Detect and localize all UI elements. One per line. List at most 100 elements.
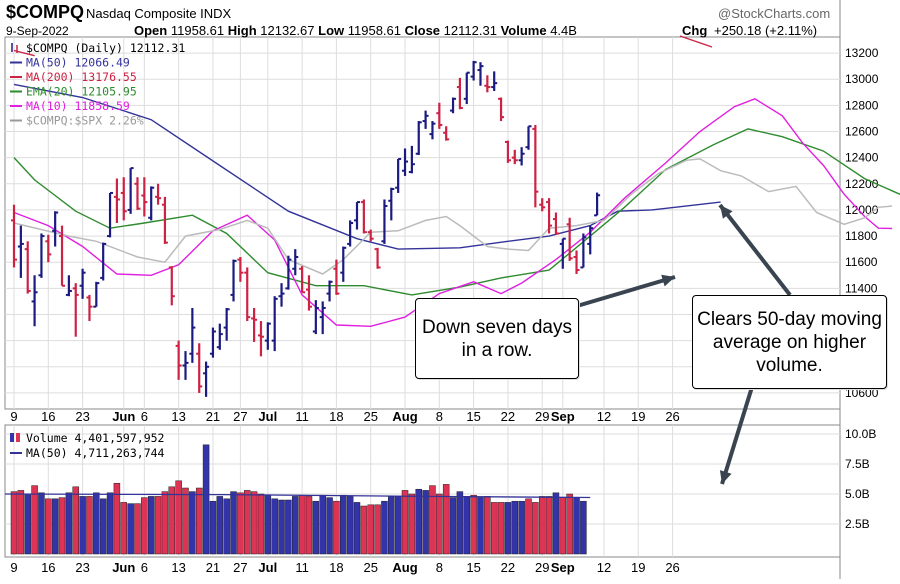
ohlc-bar (278, 283, 285, 307)
volume-bar (154, 496, 162, 555)
volume-bar (326, 497, 333, 555)
volume-tick-label: 5.0B (845, 487, 870, 501)
ohlc-bar (319, 301, 326, 335)
volume-bar (552, 492, 560, 555)
ohlc-bar (24, 241, 31, 294)
volume-x-label: 27 (233, 560, 247, 575)
ohlc-bar (100, 242, 107, 281)
low-value: 11958.61 (347, 23, 402, 38)
volume-bar (38, 492, 45, 555)
volume-bar (463, 496, 471, 555)
series-line-ema20 (13, 128, 900, 296)
volume-bar (511, 500, 519, 555)
volume-bar (559, 497, 567, 555)
ohlc-bar (333, 259, 340, 295)
ohlc-bar (285, 255, 292, 290)
ohlc-bar (257, 321, 264, 357)
ohlc-bar (292, 249, 299, 276)
price-x-label: Jul (258, 409, 277, 424)
ohlc-bar (354, 201, 360, 230)
volume-bar (216, 496, 224, 555)
ohlc-bar (148, 186, 155, 221)
open-value: 11958.61 (170, 23, 225, 38)
ohlc-bar (360, 199, 367, 234)
legend-entry: MA(50) 12066.49 (26, 56, 130, 70)
volume-bar (319, 494, 326, 555)
price-x-label: 15 (466, 409, 480, 424)
volume-bar (223, 498, 230, 555)
price-tick-label: 10600 (845, 386, 879, 400)
price-x-label: 9 (10, 409, 17, 424)
ohlc-bar (59, 225, 66, 287)
legend-entry: $COMPQ:$SPX 2.26% (26, 114, 144, 128)
price-x-label: 23 (75, 409, 89, 424)
stockcharts-watermark: @StockCharts.com (718, 6, 831, 21)
ohlc-bar (491, 71, 498, 91)
volume-bar (175, 480, 182, 555)
ohlc-bar (189, 307, 196, 363)
ohlc-bar (367, 229, 374, 242)
arrow-to-ma50-cross (718, 203, 792, 297)
volume-bar (209, 500, 217, 555)
price-tick-label: 12800 (845, 98, 879, 112)
ohlc-bar (182, 351, 189, 380)
ohlc-bar (299, 266, 306, 294)
ohlc-bar (402, 148, 409, 176)
volume-bar (141, 497, 148, 555)
volume-x-label: 29 (535, 560, 549, 575)
volume-bar (497, 502, 505, 555)
ohlc-bar (237, 256, 244, 282)
volume-value: 4.4B (550, 23, 577, 38)
volume-bar (381, 500, 388, 555)
volume-bar (470, 494, 477, 555)
volume-bar (161, 491, 169, 555)
ohlc-bar (216, 323, 223, 350)
legend-entry: MA(10) 11858.59 (26, 99, 130, 113)
chg-value: +250.18 (+2.11%) (714, 23, 818, 38)
ohlc-bar (134, 177, 141, 210)
volume-bar (442, 484, 450, 555)
volume-bar (429, 485, 436, 555)
ohlc-bar (107, 191, 114, 238)
arrow-head (661, 274, 675, 287)
open-label: Open (134, 23, 168, 38)
ohlc-bar (484, 75, 491, 93)
ohlc-bar (511, 149, 518, 165)
ohlc-bar (573, 250, 580, 274)
volume-bar (285, 499, 292, 555)
callout-down-seven-days: Down seven days in a row. (415, 298, 579, 379)
volume-bar (86, 496, 93, 555)
ohlc-bar (11, 204, 17, 268)
volume-bar (168, 486, 176, 555)
price-x-label: 25 (363, 409, 377, 424)
volume-bar (58, 497, 66, 555)
volume-x-label: 12 (597, 560, 611, 575)
ohlc-bar (223, 307, 230, 341)
arrow-to-volume (719, 386, 754, 485)
ohlc-bar (374, 247, 381, 269)
ohlc-bar (456, 77, 463, 110)
ohlc-bar (498, 97, 505, 122)
price-x-label: 22 (501, 409, 515, 424)
price-x-label: 13 (171, 409, 185, 424)
volume-bar (10, 491, 18, 555)
price-tick-label: 12200 (845, 177, 879, 191)
price-x-label: 19 (631, 409, 645, 424)
ohlc-bar (52, 211, 59, 247)
volume-bar (99, 498, 107, 555)
price-x-label: 21 (206, 409, 220, 424)
volume-bar (346, 496, 354, 555)
ohlc-bar (429, 121, 436, 140)
ohlc-bar (264, 322, 271, 350)
volume-bar (189, 491, 196, 555)
volume-bar (147, 496, 155, 555)
ma200-segment (679, 35, 713, 48)
volume-bar (580, 500, 587, 555)
volume-bar (243, 490, 251, 555)
volume-bar (182, 487, 189, 555)
volume-bar (367, 504, 374, 555)
volume-bar (17, 490, 25, 555)
ohlc-bar (580, 233, 587, 269)
arrow-shaft (718, 203, 792, 297)
